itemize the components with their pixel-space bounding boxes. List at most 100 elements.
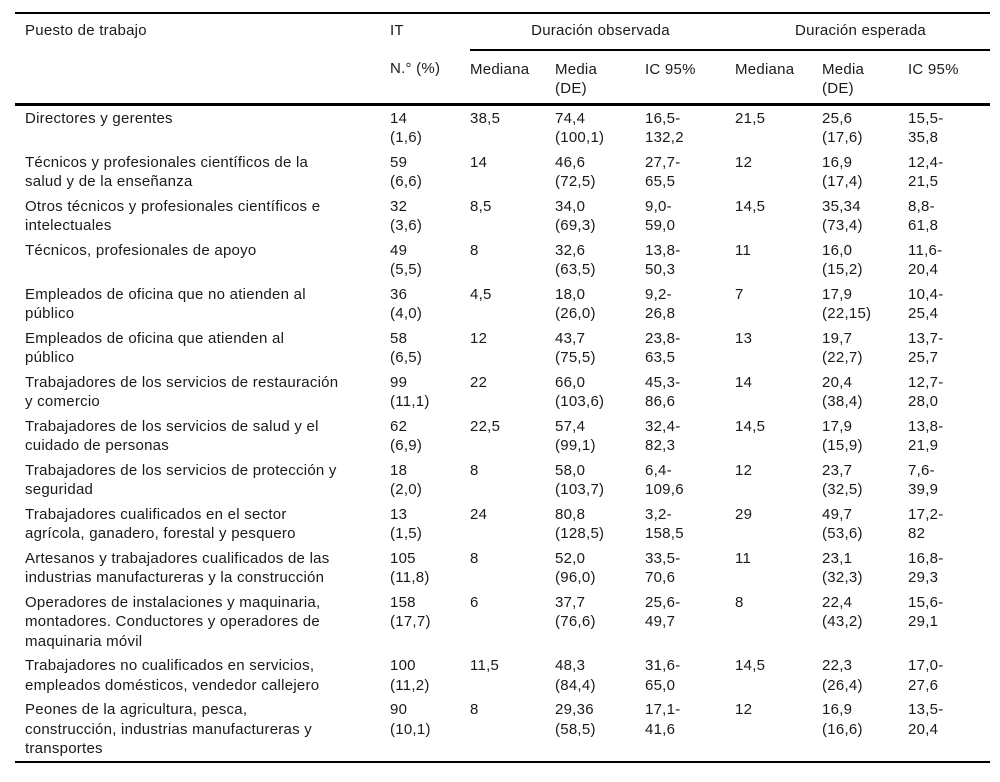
- cell-obs-mediana: 8: [470, 241, 479, 259]
- group-header-duracion-observada: Duración observada: [470, 13, 736, 51]
- cell-esp-ic95: 17,2- 82: [908, 505, 944, 543]
- table-row: Operadores de instalaciones y maquinaria…: [15, 590, 990, 654]
- cell-esp-mediana: 11: [735, 549, 752, 567]
- cell-esp-mediana: 13: [735, 329, 753, 347]
- cell-it-n-percent: 158 (17,7): [390, 593, 431, 631]
- cell-obs-ic95: 33,5- 70,6: [645, 549, 681, 587]
- cell-obs-mediana: 11,5: [470, 657, 500, 674]
- cell-obs-mediana: 4,5: [470, 285, 492, 303]
- cell-obs-mediana: 38,5: [470, 109, 501, 127]
- cell-obs-mediana: 12: [470, 329, 488, 347]
- cell-obs-media-de: 29,36 (58,5): [555, 701, 596, 738]
- cell-esp-mediana: 8: [735, 593, 744, 611]
- cell-obs-ic95: 25,6- 49,7: [645, 593, 681, 631]
- cell-esp-mediana: 14: [735, 373, 753, 391]
- cell-puesto-de-trabajo: Operadores de instalaciones y maquinaria…: [25, 593, 321, 650]
- table-row: Trabajadores de los servicios de salud y…: [15, 414, 990, 458]
- cell-it-n-percent: 62 (6,9): [390, 417, 423, 455]
- header-row-groups: Puesto de trabajo IT Duración observada …: [15, 13, 991, 106]
- cell-it-n-percent: 49 (5,5): [390, 241, 423, 279]
- cell-esp-media-de: 16,9 (17,4): [822, 153, 863, 191]
- cell-obs-media-de: 52,0 (96,0): [555, 549, 596, 587]
- cell-obs-mediana: 8: [470, 549, 479, 567]
- cell-puesto-de-trabajo: Artesanos y trabajadores cualificados de…: [25, 549, 330, 587]
- cell-obs-ic95: 45,3- 86,6: [645, 373, 681, 411]
- header-row-subcolumns: N.° (%) Mediana Media (DE) IC 95% Median…: [15, 49, 991, 106]
- col-header-obs-mediana: Mediana: [470, 49, 555, 106]
- cell-esp-mediana: 7: [735, 285, 744, 303]
- cell-puesto-de-trabajo: Peones de la agricultura, pesca, constru…: [25, 701, 313, 757]
- cell-esp-media-de: 22,4 (43,2): [822, 593, 863, 631]
- cell-obs-ic95: 9,2- 26,8: [645, 285, 676, 323]
- cell-obs-mediana: 24: [470, 505, 488, 523]
- cell-obs-ic95: 32,4- 82,3: [645, 417, 681, 455]
- cell-puesto-de-trabajo: Trabajadores cualificados en el sector a…: [25, 505, 296, 543]
- cell-obs-ic95: 27,7- 65,5: [645, 153, 681, 191]
- table-row: Trabajadores de los servicios de protecc…: [15, 458, 990, 502]
- cell-obs-ic95: 9,0- 59,0: [645, 197, 676, 235]
- table-body: Directores y gerentes 14 (1,6) 38,5 74,4…: [15, 104, 990, 762]
- table-row: Trabajadores cualificados en el sector a…: [15, 502, 990, 546]
- col-header-esp-ic95: IC 95%: [908, 49, 991, 106]
- cell-esp-ic95: 12,4- 21,5: [908, 153, 944, 191]
- cell-esp-ic95: 15,6- 29,1: [908, 593, 944, 631]
- table-row: Trabajadores de los servicios de restaur…: [15, 370, 990, 414]
- col-header-obs-ic95: IC 95%: [645, 49, 736, 106]
- group-header-duracion-esperada: Duración esperada: [735, 13, 991, 51]
- cell-obs-media-de: 58,0 (103,7): [555, 461, 605, 499]
- cell-obs-media-de: 32,6 (63,5): [555, 241, 596, 279]
- cell-esp-media-de: 22,3 (26,4): [822, 657, 863, 694]
- cell-puesto-de-trabajo: Trabajadores de los servicios de restaur…: [25, 373, 339, 411]
- cell-obs-media-de: 57,4 (99,1): [555, 417, 596, 455]
- cell-esp-mediana: 12: [735, 461, 753, 479]
- cell-esp-ic95: 13,7- 25,7: [908, 329, 944, 367]
- cell-it-n-percent: 14 (1,6): [390, 109, 423, 147]
- cell-obs-mediana: 8: [470, 701, 479, 718]
- cell-esp-media-de: 17,9 (15,9): [822, 417, 863, 455]
- cell-it-n-percent: 58 (6,5): [390, 329, 423, 367]
- cell-puesto-de-trabajo: Empleados de oficina que no atienden al …: [25, 285, 306, 323]
- cell-obs-media-de: 66,0 (103,6): [555, 373, 605, 411]
- table-row: Otros técnicos y profesionales científic…: [15, 194, 990, 238]
- cell-puesto-de-trabajo: Otros técnicos y profesionales científic…: [25, 197, 321, 235]
- cell-esp-media-de: 25,6 (17,6): [822, 109, 863, 147]
- col-header-obs-media-de: Media (DE): [555, 49, 645, 106]
- cell-obs-media-de: 46,6 (72,5): [555, 153, 596, 191]
- cell-obs-ic95: 31,6- 65,0: [645, 657, 681, 694]
- cell-esp-mediana: 14,5: [735, 197, 766, 215]
- cell-obs-ic95: 16,5- 132,2: [645, 109, 684, 147]
- cell-esp-mediana: 21,5: [735, 109, 766, 127]
- cell-esp-media-de: 35,34 (73,4): [822, 197, 863, 235]
- cell-esp-media-de: 19,7 (22,7): [822, 329, 863, 367]
- cell-it-n-percent: 99 (11,1): [390, 373, 430, 411]
- cell-esp-ic95: 8,8- 61,8: [908, 197, 939, 235]
- cell-obs-mediana: 6: [470, 593, 479, 611]
- cell-puesto-de-trabajo: Trabajadores no cualificados en servicio…: [25, 657, 320, 694]
- col-header-esp-mediana: Mediana: [735, 49, 823, 106]
- table-row: Trabajadores no cualificados en servicio…: [15, 653, 990, 697]
- cell-it-n-percent: 100 (11,2): [390, 657, 430, 694]
- cell-esp-media-de: 49,7 (53,6): [822, 505, 863, 543]
- table-row: Directores y gerentes 14 (1,6) 38,5 74,4…: [15, 104, 990, 150]
- cell-esp-media-de: 16,9 (16,6): [822, 701, 863, 738]
- cell-obs-ic95: 13,8- 50,3: [645, 241, 681, 279]
- cell-obs-mediana: 14: [470, 153, 488, 171]
- table-row: Empleados de oficina que atienden al púb…: [15, 326, 990, 370]
- cell-it-n-percent: 105 (11,8): [390, 549, 430, 587]
- cell-esp-ic95: 12,7- 28,0: [908, 373, 944, 411]
- table-row: Empleados de oficina que no atienden al …: [15, 282, 990, 326]
- cell-obs-media-de: 18,0 (26,0): [555, 285, 596, 323]
- cell-esp-media-de: 23,1 (32,3): [822, 549, 863, 587]
- cell-obs-media-de: 37,7 (76,6): [555, 593, 596, 631]
- cell-it-n-percent: 90 (10,1): [390, 701, 431, 738]
- table-row: Peones de la agricultura, pesca, constru…: [15, 697, 990, 762]
- cell-esp-ic95: 10,4- 25,4: [908, 285, 944, 323]
- cell-obs-mediana: 22,5: [470, 417, 501, 435]
- cell-esp-ic95: 7,6- 39,9: [908, 461, 939, 499]
- cell-it-n-percent: 32 (3,6): [390, 197, 423, 235]
- cell-esp-mediana: 14,5: [735, 417, 766, 435]
- cell-esp-mediana: 14,5: [735, 657, 766, 674]
- cell-esp-mediana: 12: [735, 701, 753, 718]
- cell-obs-ic95: 6,4- 109,6: [645, 461, 684, 499]
